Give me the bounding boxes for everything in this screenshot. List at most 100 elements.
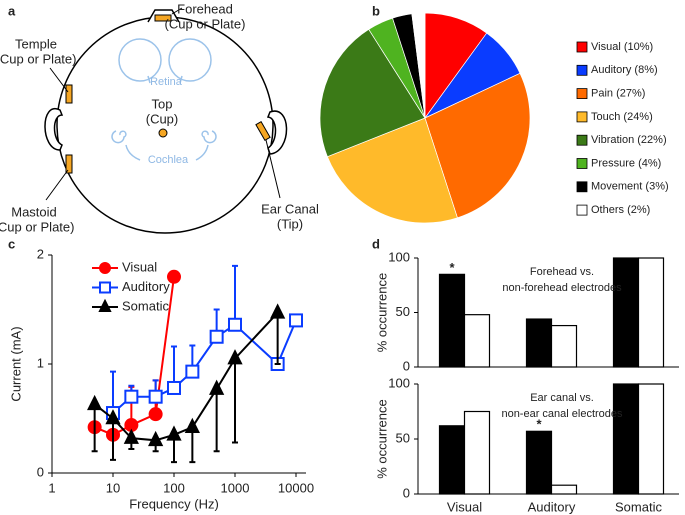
marker: [289, 313, 303, 328]
legend-label: Pain (27%): [591, 88, 645, 100]
left-ear: [44, 107, 64, 151]
y-tick-label: 1: [37, 355, 44, 370]
legend-swatch: [576, 134, 588, 146]
marker: [105, 409, 121, 425]
annotation: non-forehead electrodes: [502, 282, 622, 294]
pie-slice: [424, 72, 531, 219]
marker: [87, 394, 103, 411]
y-axis-label: % occurrence: [374, 399, 389, 478]
retina-left: [118, 38, 162, 82]
bar: [525, 430, 553, 495]
bar: [550, 324, 578, 368]
legend-swatch: [576, 88, 588, 99]
bar: [612, 257, 640, 368]
legend-swatch: [576, 41, 588, 53]
annotation: Ear canal vs.: [530, 392, 594, 404]
electrode: [65, 84, 73, 104]
x-tick-label: Visual: [447, 499, 482, 514]
error-bar: [213, 388, 220, 453]
x-tick-label: 100: [163, 480, 185, 495]
pointer-lines: [45, 7, 281, 201]
cochlea-right: [201, 130, 217, 144]
x-tick-label: 10: [106, 480, 120, 495]
retina-arrows: [147, 75, 183, 84]
y-axis-label: % occurrence: [374, 273, 389, 352]
pie-slice: [319, 28, 426, 158]
error-bar: [232, 357, 238, 444]
pie-slice: [411, 12, 426, 119]
panel-label: a: [8, 3, 16, 18]
significance-mark: *: [449, 260, 455, 275]
marker: [148, 430, 164, 447]
legend-swatch: [576, 204, 588, 216]
panel-label: b: [372, 3, 380, 18]
bar: [550, 484, 578, 495]
series-line: [112, 320, 297, 414]
marker: [270, 303, 286, 319]
diagram-label: (Cup or Plate): [165, 16, 246, 31]
legend-swatch: [576, 111, 588, 123]
y-tick-label: 0: [403, 358, 410, 373]
bar: [637, 257, 665, 368]
marker: [185, 364, 200, 379]
diagram-label: (Tip): [277, 216, 303, 231]
panel-label: d: [372, 236, 380, 251]
diagram-label: Temple: [15, 36, 57, 51]
marker: [228, 317, 242, 332]
bar: [637, 383, 665, 495]
electrode: [65, 154, 73, 174]
significance-mark: *: [536, 417, 542, 432]
marker: [148, 407, 163, 422]
electrode: [154, 14, 172, 22]
marker: [209, 329, 224, 344]
marker: [227, 349, 243, 365]
marker: [99, 281, 111, 294]
marker: [123, 428, 139, 444]
marker: [98, 298, 112, 312]
y-tick-label: 50: [396, 430, 410, 445]
x-tick-label: 10000: [278, 480, 314, 495]
marker: [124, 389, 139, 404]
right-ear: [266, 110, 288, 155]
diagram-label: Cochlea: [148, 154, 189, 166]
legend-label: Pressure (4%): [591, 157, 661, 169]
legend-label: Visual (10%): [591, 41, 653, 53]
marker: [166, 425, 182, 441]
y-tick-label: 100: [388, 249, 410, 264]
bar: [438, 273, 466, 368]
legend-label: Movement (3%): [591, 181, 669, 193]
marker: [184, 417, 200, 434]
x-tick-label: 1: [48, 480, 55, 495]
y-tick-label: 2: [37, 246, 44, 261]
error-bar: [274, 311, 281, 365]
legend-label: Visual: [122, 259, 157, 274]
y-tick-label: 0: [37, 464, 44, 479]
bar: [438, 425, 466, 495]
x-tick-label: 1000: [221, 480, 250, 495]
marker: [99, 262, 111, 274]
marker: [167, 380, 181, 395]
electrode: [158, 128, 168, 138]
diagram-label: Top: [152, 96, 173, 111]
legend-label: Auditory: [122, 279, 170, 294]
cochlea-left: [111, 130, 127, 144]
cochlea-arrows: [125, 144, 209, 161]
y-tick-label: 100: [388, 375, 410, 390]
x-tick-label: Auditory: [528, 499, 576, 514]
bar: [463, 314, 491, 368]
annotation: non-ear canal electrodes: [501, 408, 623, 420]
x-axis-label: Frequency (Hz): [129, 496, 219, 511]
y-tick-label: 50: [396, 304, 410, 319]
legend-label: Others (2%): [591, 204, 650, 216]
marker: [148, 389, 163, 404]
annotation: Forehead vs.: [530, 266, 594, 278]
head-diagram: [44, 7, 288, 234]
diagram-label: (Cup or Plate): [0, 51, 76, 66]
legend-swatch: [576, 64, 588, 76]
marker: [167, 269, 181, 284]
bar: [612, 383, 640, 495]
electrode: [255, 121, 271, 141]
retina-right: [168, 38, 212, 82]
legend-label: Vibration (22%): [591, 134, 667, 146]
legend-label: Touch (24%): [591, 111, 653, 123]
